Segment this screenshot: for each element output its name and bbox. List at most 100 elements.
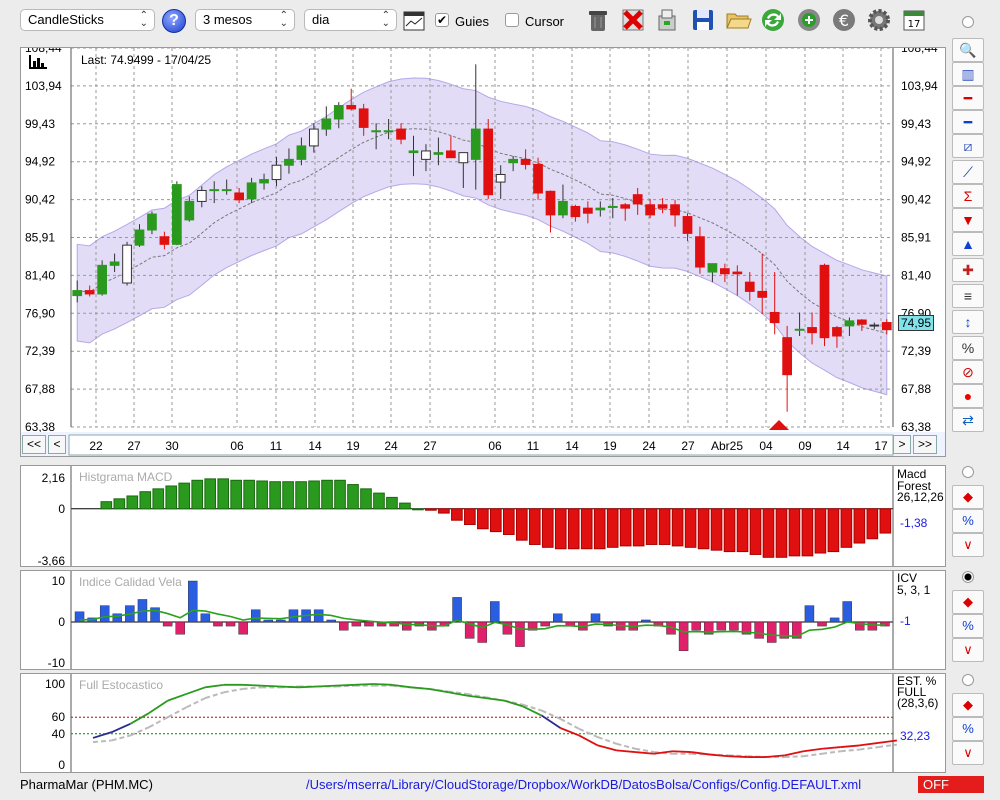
swap-icon[interactable]: ⇄ <box>952 408 984 432</box>
save-icon[interactable] <box>689 6 717 34</box>
help-icon[interactable]: ? <box>162 9 186 33</box>
macd-bar <box>386 496 398 510</box>
trash-icon[interactable] <box>584 6 612 34</box>
record-icon[interactable]: ● <box>952 384 984 408</box>
red-line-icon[interactable]: ━ <box>952 86 984 110</box>
percent-scale-icon[interactable]: % <box>952 336 984 360</box>
macd-bar <box>814 508 827 554</box>
y-tick-label-right: 72,39 <box>901 344 931 358</box>
scale-fit-icon[interactable]: ↕ <box>952 310 984 334</box>
icv-chart[interactable]: 10 0 -10 <box>21 571 945 669</box>
macd-bar <box>762 508 775 558</box>
interval-select[interactable]: dia ⌃ ⌄ <box>304 9 397 31</box>
stoch-main-line <box>840 744 860 748</box>
grid-lines-icon[interactable]: ≡ <box>952 284 984 308</box>
stoch-main-line <box>317 684 337 688</box>
euro-icon[interactable]: € <box>830 6 858 34</box>
chart-type-select[interactable]: CandleSticks ⌃ ⌄ <box>20 9 155 31</box>
x-tick-label: 11 <box>270 439 283 453</box>
panel-radio-stoch[interactable] <box>962 674 974 686</box>
candle <box>495 174 506 183</box>
curve-icon[interactable]: ∨ <box>952 741 984 765</box>
trendline-icon[interactable]: ⟋ <box>952 160 984 184</box>
nav-next-button[interactable]: > <box>893 435 911 454</box>
stoch-legend-full: FULL <box>897 685 927 699</box>
candle <box>72 290 83 297</box>
cursor-checkbox[interactable] <box>505 13 519 27</box>
panel-radio-macd[interactable] <box>962 466 974 478</box>
stoch-main-line <box>728 755 748 758</box>
buy-arrow-icon[interactable]: ▲ <box>952 232 984 256</box>
delete-chart-icon[interactable] <box>619 6 647 34</box>
scale-percent-icon[interactable]: % <box>952 717 984 741</box>
candle <box>757 290 768 298</box>
blue-line-icon[interactable]: ━ <box>952 110 984 134</box>
refresh-icon[interactable] <box>759 6 787 34</box>
stoch-main-line <box>541 714 561 729</box>
macd-bar <box>256 480 268 510</box>
macd-bar <box>217 478 229 510</box>
icv-bar <box>74 611 85 623</box>
macd-bar <box>827 508 840 553</box>
icv-bar <box>452 597 462 623</box>
chart-window-icon[interactable] <box>403 10 425 32</box>
panel-radio-main[interactable] <box>962 16 974 28</box>
stoch-main-line <box>466 694 486 700</box>
fibonacci-icon[interactable]: Σ <box>952 184 984 208</box>
macd-bar <box>632 508 645 547</box>
toolbar: CandleSticks ⌃ ⌄ ? 3 mesos ⌃ ⌄ dia ⌃ ⌄ ✔ Gu… <box>0 0 1000 44</box>
macd-bar <box>723 508 736 553</box>
y-tick-label-left: 67,88 <box>25 382 55 396</box>
price-chart[interactable]: 108,44 108,44 103,94 103,94 99,43 99,43 94,92 9… <box>21 48 945 456</box>
candle <box>296 145 307 160</box>
macd-bar <box>126 495 139 510</box>
sync-icon[interactable] <box>795 6 823 34</box>
zoom-icon[interactable]: 🔍 <box>952 38 984 62</box>
y-tick-label: 2,16 <box>42 471 66 485</box>
macd-bar <box>152 488 165 510</box>
export-icon[interactable] <box>653 6 681 34</box>
candle <box>558 200 568 216</box>
sell-arrow-icon[interactable]: ▼ <box>952 208 984 232</box>
icv-bar <box>678 621 689 651</box>
stoch-main-line <box>504 699 524 708</box>
icv-bar <box>691 621 701 631</box>
candle <box>844 320 855 327</box>
stoch-signal-line <box>148 716 169 729</box>
candle <box>769 311 780 324</box>
stoch-main-line <box>597 744 617 752</box>
stoch-signal-line <box>840 748 860 753</box>
stoch-main-line <box>448 691 468 697</box>
nav-last-button[interactable]: >> <box>913 435 937 454</box>
panel-radio-icv[interactable] <box>962 571 974 583</box>
scale-percent-icon[interactable]: % <box>952 614 984 638</box>
move-arrows-icon[interactable]: ◆ <box>952 485 984 509</box>
guides-checkbox[interactable]: ✔ <box>435 13 449 27</box>
y-tick-label: 0 <box>58 615 65 629</box>
no-entry-icon[interactable]: ⊘ <box>952 360 984 384</box>
y-tick-label: 100 <box>45 677 65 691</box>
stochastic-chart[interactable]: 100 60 40 0 <box>21 674 945 772</box>
icv-bar <box>792 621 802 639</box>
curve-icon[interactable]: ∨ <box>952 533 984 557</box>
off-status-button[interactable]: OFF <box>918 776 984 793</box>
icv-bar <box>276 619 286 623</box>
add-signal-icon[interactable]: ✚ <box>952 258 984 282</box>
move-arrows-icon[interactable]: ◆ <box>952 693 984 717</box>
nav-prev-button[interactable]: < <box>48 435 66 454</box>
open-folder-icon[interactable] <box>724 6 752 34</box>
settings-gear-icon[interactable] <box>865 6 893 34</box>
nav-first-button[interactable]: << <box>22 435 46 454</box>
calendar-icon[interactable]: 17 <box>900 6 928 34</box>
x-tick-label: 30 <box>165 439 179 453</box>
period-select[interactable]: 3 mesos ⌃ ⌄ <box>195 9 295 31</box>
curve-icon[interactable]: ∨ <box>952 638 984 662</box>
volume-bars-icon[interactable]: ▥ <box>952 62 984 86</box>
channel-icon[interactable]: ⧄ <box>952 134 984 158</box>
config-path-link[interactable]: /Users/mserra/Library/CloudStorage/Dropb… <box>306 777 862 792</box>
move-arrows-icon[interactable]: ◆ <box>952 590 984 614</box>
scale-percent-icon[interactable]: % <box>952 509 984 533</box>
y-tick-label-right: 103,94 <box>901 79 938 93</box>
macd-chart[interactable]: 2,16 0 -3,66 <box>21 466 945 566</box>
x-tick-label: 17 <box>874 439 888 453</box>
